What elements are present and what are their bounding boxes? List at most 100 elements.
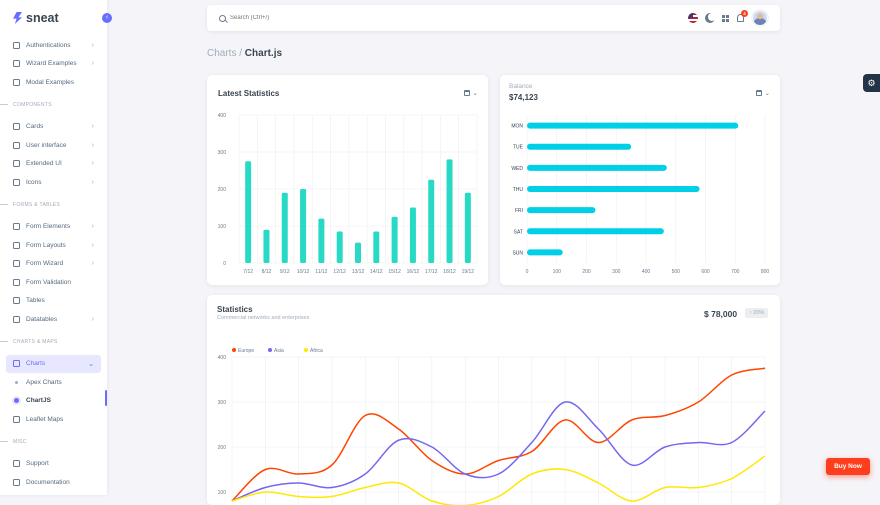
shortcuts-grid-icon[interactable] <box>722 14 729 22</box>
brand[interactable]: sneat <box>0 0 107 36</box>
sidebar-item-misc[interactable]: Support <box>0 455 107 474</box>
menu-label: Tables <box>26 297 45 305</box>
x-tick-label: 15/12 <box>388 269 401 275</box>
breadcrumb-parent[interactable]: Charts / <box>207 48 243 59</box>
crown-icon <box>13 178 20 186</box>
calendar-dropdown[interactable]: ⌄ <box>755 89 771 97</box>
page-title: Chart.js <box>244 48 283 59</box>
statistics-line-chart: 100 200 300 400 Europe Asia Africa <box>218 348 766 505</box>
bar <box>373 231 380 263</box>
menu-label: Form Validation <box>26 278 72 286</box>
y-tick-label: 300 <box>218 150 227 156</box>
spreadsheet-icon <box>13 60 20 68</box>
legend-marker <box>268 348 272 352</box>
submenu-label: Apex Charts <box>26 378 62 386</box>
sidebar-item-form-layouts[interactable]: Form Layouts › <box>0 236 107 255</box>
sidebar-item-icons[interactable]: Icons › <box>0 173 107 192</box>
avatar[interactable] <box>752 10 768 26</box>
x-tick-label: 16/12 <box>407 269 420 275</box>
sidebar-item-form-wizard[interactable]: Form Wizard › <box>0 255 107 274</box>
search-input[interactable] <box>230 15 430 21</box>
lock-icon <box>13 41 20 49</box>
search-icon[interactable] <box>219 14 226 22</box>
menu-label: Support <box>26 460 49 468</box>
menu-label: Cards <box>26 123 44 131</box>
bar <box>527 249 563 256</box>
table-icon <box>13 297 20 305</box>
detail-icon <box>13 241 20 249</box>
x-tick-label: 700 <box>731 269 740 275</box>
series-line-asia <box>231 401 766 502</box>
bar <box>336 231 343 263</box>
sidebar-item-leaflet-maps[interactable]: Leaflet Maps <box>0 410 107 429</box>
sidebar-item-authentications[interactable]: Authentications › <box>0 36 107 55</box>
sidebar-subitem-apex-charts[interactable]: Apex Charts <box>0 373 107 392</box>
sidebar-item-modal-examples[interactable]: Modal Examples <box>0 73 107 92</box>
balance-label: Balance <box>509 83 533 90</box>
menu-section-header: FORMS & TABLES <box>0 192 107 218</box>
calendar-icon <box>463 90 470 97</box>
support-icon <box>13 460 20 468</box>
menu-label: Icons <box>26 178 42 186</box>
x-tick-label: 11/12 <box>315 269 327 275</box>
menu-label: Authentications <box>26 41 71 49</box>
x-tick-label: 8/12 <box>262 269 272 275</box>
statistics-card: Statistics Commercial networks and enter… <box>207 295 780 505</box>
bar <box>527 228 664 235</box>
bar <box>464 192 471 263</box>
bell-icon[interactable]: 4 <box>737 10 748 22</box>
detail-icon <box>13 223 20 231</box>
sidebar-item-cards[interactable]: Cards › <box>0 118 107 137</box>
x-tick-label: 10/12 <box>297 269 310 275</box>
sidebar-item-wizard-examples[interactable]: Wizard Examples › <box>0 55 107 74</box>
y-tick-label: THU <box>513 187 524 193</box>
chevron-down-icon: ⌄ <box>88 360 94 368</box>
notification-badge: 4 <box>741 10 748 17</box>
x-tick-label: 12/12 <box>333 269 346 275</box>
legend-label: Africa <box>310 348 323 354</box>
sidebar-item-extended-ui[interactable]: Extended UI › <box>0 155 107 174</box>
chevron-right-icon: › <box>91 178 94 186</box>
chevron-right-icon: › <box>91 260 94 268</box>
sidebar-item-charts[interactable]: Charts ⌄ <box>6 354 101 373</box>
x-tick-label: 18/12 <box>443 269 456 275</box>
menu-label: Charts <box>26 360 46 368</box>
sidebar-item-form-validation[interactable]: Form Validation <box>0 273 107 292</box>
chevron-right-icon: › <box>91 141 94 149</box>
sidebar-item-form-elements[interactable]: Form Elements › <box>0 218 107 237</box>
card-subtitle: Commercial networks and enterprises <box>217 315 310 321</box>
calendar-dropdown[interactable]: ⌄ <box>463 89 479 97</box>
statistics-amount: $ 78,000 <box>704 309 738 319</box>
y-tick-label: 400 <box>218 113 227 119</box>
buy-now-button[interactable]: Buy Now <box>826 458 870 475</box>
chart-icon <box>13 360 20 368</box>
latest-statistics-chart: 0 100 200 300 400 7/12 8/12 9/12 10/12 11/12 12/12… <box>218 113 478 275</box>
menu-label: Documentation <box>26 478 70 486</box>
bar <box>527 207 596 214</box>
sidebar-collapse-button[interactable]: ‹ <box>102 13 112 23</box>
bar <box>527 186 700 192</box>
sidebar-item-datatables[interactable]: Datatables › <box>0 310 107 329</box>
bar <box>446 159 453 263</box>
sidebar-item-misc[interactable]: Documentation <box>0 473 107 492</box>
window-icon <box>13 78 20 86</box>
chevron-right-icon: › <box>91 123 94 131</box>
brand-name: sneat <box>26 11 59 25</box>
moon-theme-icon[interactable] <box>708 13 716 21</box>
y-tick-label: TUE <box>513 145 524 151</box>
y-tick-label: 100 <box>218 224 227 230</box>
x-tick-label: 13/12 <box>352 269 365 275</box>
card-title: Latest Statistics <box>218 89 280 98</box>
sidebar-subitem-chartjs[interactable]: ChartJS <box>0 392 107 411</box>
sidebar-item-tables[interactable]: Tables <box>0 292 107 311</box>
settings-gear-icon[interactable]: ⚙ <box>863 74 880 92</box>
menu-label: Form Wizard <box>26 260 64 268</box>
chevron-right-icon: › <box>91 160 94 168</box>
section-header-label: CHARTS & MAPS <box>13 338 58 345</box>
copy-icon <box>13 160 20 168</box>
x-tick-label: 800 <box>761 269 770 275</box>
x-tick-label: 500 <box>672 269 681 275</box>
us-flag-language-icon[interactable] <box>688 13 698 23</box>
x-tick-label: 200 <box>582 269 591 275</box>
sidebar-item-user-interface[interactable]: User interface › <box>0 136 107 155</box>
